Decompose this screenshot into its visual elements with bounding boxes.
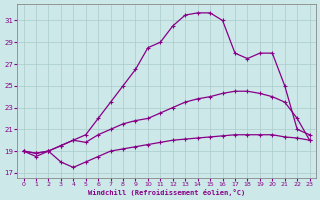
X-axis label: Windchill (Refroidissement éolien,°C): Windchill (Refroidissement éolien,°C): [88, 189, 245, 196]
